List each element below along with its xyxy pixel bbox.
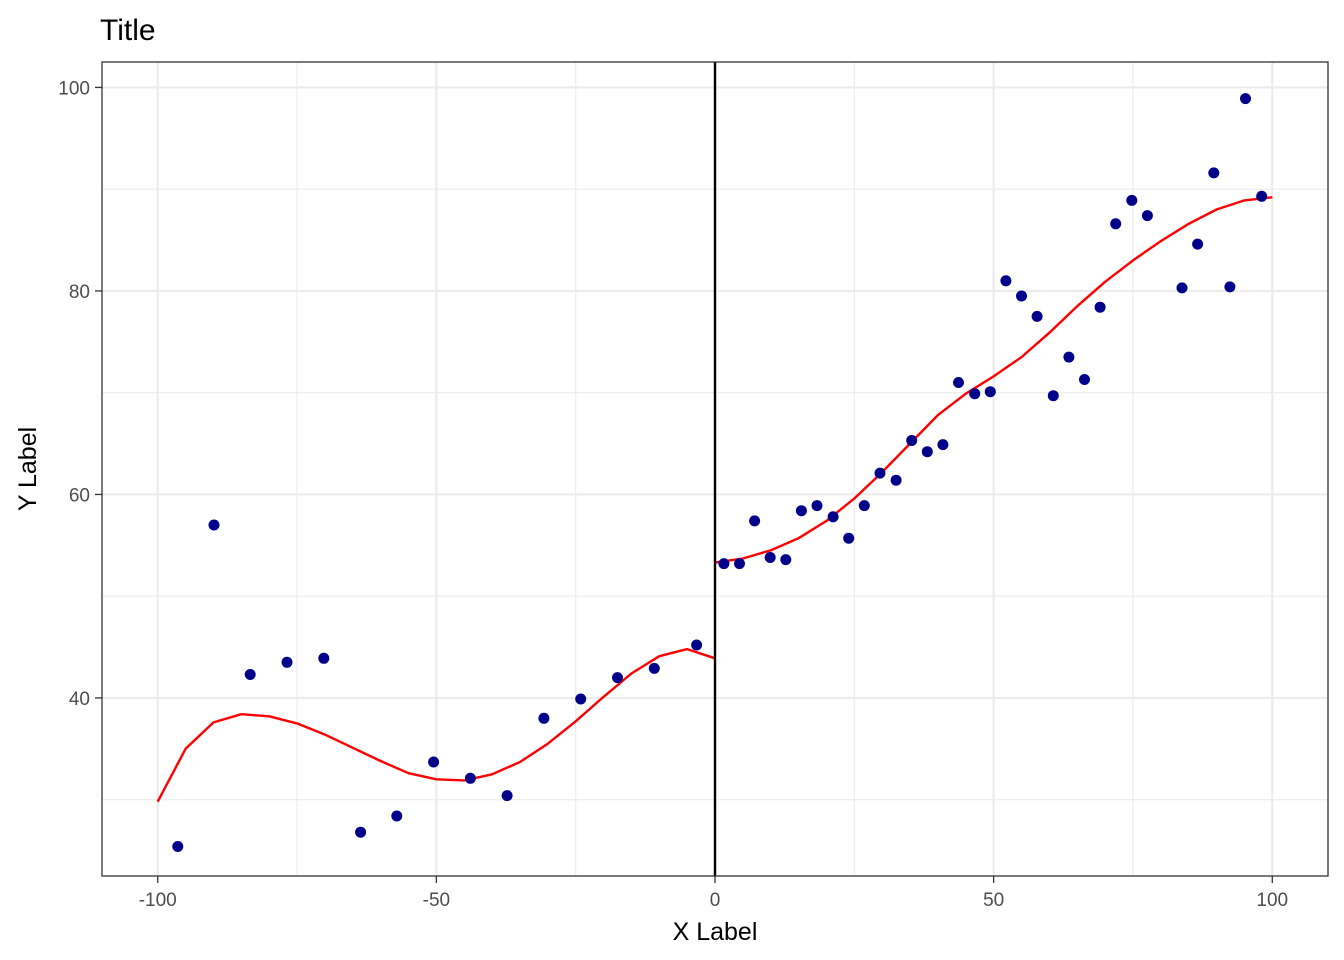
data-point xyxy=(648,662,660,674)
data-point xyxy=(1240,93,1251,105)
x-tick-label: -100 xyxy=(139,890,177,911)
data-point xyxy=(811,500,823,512)
x-axis-title: X Label xyxy=(673,918,758,946)
data-point xyxy=(1176,282,1188,294)
data-point xyxy=(1079,374,1090,385)
data-point xyxy=(244,669,256,680)
data-point xyxy=(734,558,745,570)
y-axis: 40 60 80 100 xyxy=(58,78,102,710)
data-point xyxy=(1047,390,1059,402)
data-point xyxy=(1256,190,1268,202)
data-point xyxy=(890,474,902,486)
data-point xyxy=(1224,281,1236,293)
x-tick-label: 50 xyxy=(983,890,1004,911)
data-point xyxy=(575,693,587,705)
data-point xyxy=(1192,238,1204,250)
data-point xyxy=(718,558,730,570)
data-point xyxy=(795,505,807,517)
data-point xyxy=(749,515,761,527)
data-point xyxy=(764,552,776,563)
data-point xyxy=(1094,301,1106,313)
data-point xyxy=(355,826,367,838)
y-tick-label: 60 xyxy=(69,485,90,506)
y-axis-title: Y Label xyxy=(14,427,42,511)
data-point xyxy=(391,810,403,822)
data-point xyxy=(874,467,886,479)
data-point xyxy=(827,511,839,523)
data-point xyxy=(612,672,623,684)
data-point xyxy=(1208,167,1220,179)
data-point xyxy=(691,639,703,651)
y-tick-label: 40 xyxy=(69,689,90,710)
x-tick-label: 0 xyxy=(710,890,721,911)
data-point xyxy=(953,377,964,388)
data-point xyxy=(281,656,293,668)
data-point xyxy=(1016,290,1027,302)
y-tick-label: 80 xyxy=(69,282,90,303)
fit-left-line xyxy=(156,647,716,803)
data-point xyxy=(208,519,220,531)
data-point xyxy=(1063,351,1075,363)
data-point xyxy=(969,388,981,400)
data-point xyxy=(1000,275,1012,287)
data-point xyxy=(780,554,792,566)
data-point xyxy=(501,790,513,802)
data-point xyxy=(1141,210,1153,222)
data-point xyxy=(464,772,476,784)
data-point xyxy=(538,712,550,724)
data-point xyxy=(1110,218,1122,230)
data-points xyxy=(172,93,1268,852)
data-point xyxy=(921,446,933,458)
data-point xyxy=(172,841,184,852)
y-tick-label: 100 xyxy=(58,78,90,99)
data-point xyxy=(843,532,855,544)
fit-lines xyxy=(156,196,1273,803)
data-point xyxy=(858,500,870,512)
fit-right-line xyxy=(714,196,1273,564)
data-point xyxy=(1126,194,1138,206)
data-point xyxy=(1031,310,1043,322)
chart-title: Title xyxy=(100,14,156,47)
x-axis: -100 -50 0 50 100 xyxy=(139,876,1288,911)
data-point xyxy=(318,652,330,664)
data-point xyxy=(428,756,440,768)
x-tick-label: 100 xyxy=(1256,890,1288,911)
data-point xyxy=(937,439,949,451)
data-point xyxy=(906,435,918,446)
data-point xyxy=(984,386,996,398)
x-tick-label: -50 xyxy=(423,890,450,911)
